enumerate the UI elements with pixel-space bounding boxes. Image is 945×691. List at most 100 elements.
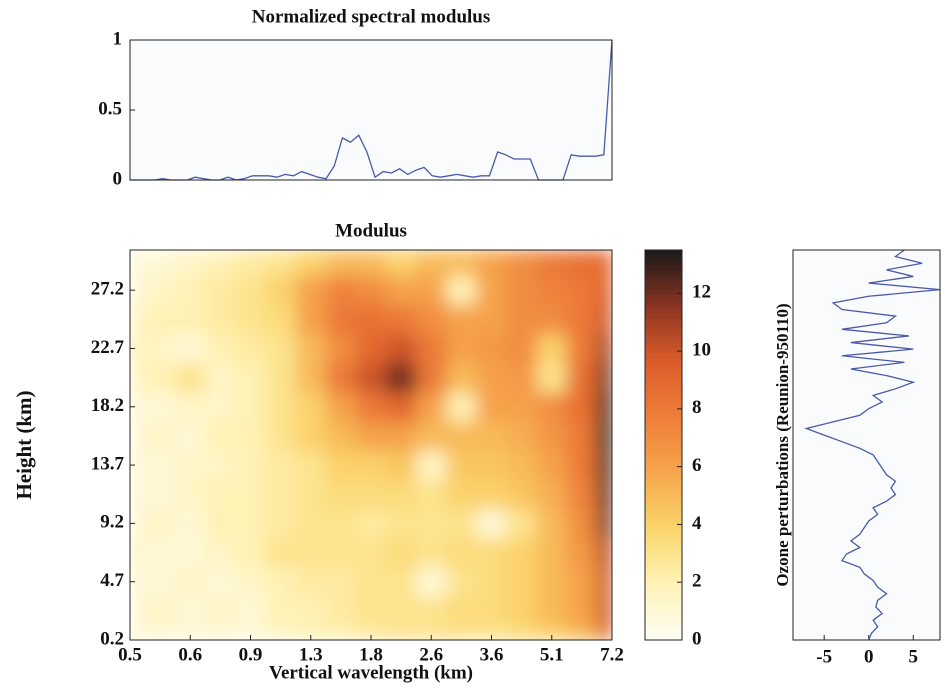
- heatmap-cell: [130, 508, 146, 539]
- heatmap-cell: [265, 304, 297, 335]
- colorbar-step: [645, 537, 682, 544]
- y-tick-label: 1: [113, 28, 123, 49]
- heatmap-cell: [265, 450, 297, 481]
- heatmap-cell: [416, 450, 447, 481]
- heatmap-cell: [446, 596, 477, 626]
- heatmap-cell: [355, 250, 387, 277]
- heatmap-cell: [130, 596, 146, 626]
- colorbar-step: [645, 474, 682, 480]
- heatmap-cell: [265, 567, 297, 597]
- colorbar-step: [645, 371, 682, 378]
- heatmap-cell: [416, 333, 447, 364]
- heatmap-cell: [130, 479, 146, 510]
- heatmap-cell: [235, 250, 267, 277]
- heatmap-cell: [205, 596, 236, 626]
- heatmap-cell: [536, 479, 568, 510]
- heatmap-cell: [476, 250, 508, 277]
- heatmap-cell: [416, 392, 447, 422]
- heatmap-cell: [265, 625, 297, 640]
- heatmap-cell: [446, 421, 477, 452]
- y-tick-label: 27.2: [91, 279, 124, 300]
- heatmap-cell: [596, 567, 612, 597]
- colorbar-step: [645, 459, 682, 466]
- heatmap-cell: [205, 250, 236, 277]
- heatmap-cell: [386, 508, 417, 539]
- heatmap-cell: [175, 333, 206, 364]
- colorbar-tick-label: 12: [692, 282, 711, 303]
- colorbar-step: [645, 347, 682, 353]
- heatmap-cell: [476, 479, 508, 510]
- x-tick-label: 0: [864, 646, 874, 667]
- heatmap-cell: [295, 567, 327, 597]
- heatmap-cell: [205, 363, 236, 393]
- heatmap-cell: [446, 537, 477, 568]
- colorbar-step: [645, 289, 682, 295]
- x-tick-label: 5: [909, 646, 919, 667]
- heatmap-cell: [235, 450, 267, 481]
- heatmap-cell: [175, 363, 206, 393]
- heatmap-cell: [536, 363, 568, 393]
- colorbar-step: [645, 401, 682, 407]
- heatmap-cell: [416, 596, 447, 626]
- colorbar-tick-label: 6: [692, 455, 702, 476]
- heatmap-cell: [130, 275, 146, 306]
- heatmap-cell: [566, 304, 598, 335]
- colorbar-step: [645, 328, 682, 334]
- heatmap-cell: [265, 537, 297, 568]
- heatmap-cell: [446, 363, 477, 393]
- colorbar-step: [645, 279, 682, 285]
- colorbar-step: [645, 464, 682, 470]
- heatmap-cell: [205, 421, 236, 452]
- heatmap-clip: [130, 250, 612, 640]
- colorbar-tick-label: 4: [692, 513, 702, 534]
- heatmap-cell: [386, 625, 417, 640]
- heatmap-cell: [536, 250, 568, 277]
- heatmap-cell: [325, 250, 357, 277]
- heatmap-cell: [235, 363, 267, 393]
- heatmap-cell: [355, 363, 387, 393]
- colorbar-step: [645, 566, 682, 573]
- colorbar-step: [645, 430, 682, 436]
- heatmap-cell: [145, 508, 176, 539]
- heatmap-cell: [566, 363, 598, 393]
- heatmap-cell: [386, 421, 417, 452]
- colorbar-step: [645, 586, 682, 592]
- heatmap-cell: [205, 275, 236, 306]
- heatmap-cell: [596, 596, 612, 626]
- heatmap-cell: [235, 596, 267, 626]
- heatmap-cell: [506, 250, 538, 277]
- heatmap-cell: [566, 275, 598, 306]
- heatmap-cell: [506, 508, 538, 539]
- heatmap-cell: [295, 479, 327, 510]
- heatmap-cell: [295, 392, 327, 422]
- heatmap-cell: [596, 392, 612, 422]
- axes-frame: [792, 249, 941, 641]
- heatmap-cell: [596, 275, 612, 306]
- heatmap-cell: [265, 508, 297, 539]
- heatmap-cell: [506, 567, 538, 597]
- colorbar-step: [645, 284, 682, 290]
- heatmap-cell: [416, 625, 447, 640]
- heatmap-cell: [145, 450, 176, 481]
- heatmap-cell: [130, 625, 146, 640]
- heatmap-cell: [145, 567, 176, 597]
- colorbar-step: [645, 493, 682, 500]
- heatmap-cell: [145, 392, 176, 422]
- heatmap-cell: [295, 537, 327, 568]
- heatmap-cell: [386, 392, 417, 422]
- heatmap-cell: [145, 479, 176, 510]
- heatmap-cell: [596, 421, 612, 452]
- heatmap-cell: [536, 567, 568, 597]
- colorbar-step: [645, 440, 682, 446]
- heatmap-cell: [416, 479, 447, 510]
- heatmap-cell: [446, 304, 477, 335]
- heatmap-cell: [476, 508, 508, 539]
- heatmap-cell: [295, 450, 327, 481]
- heatmap-cell: [355, 450, 387, 481]
- heatmap-cell: [145, 596, 176, 626]
- heatmap-cell: [446, 479, 477, 510]
- heatmap-cell: [235, 508, 267, 539]
- heatmap-cell: [386, 363, 417, 393]
- heatmap-cell: [476, 625, 508, 640]
